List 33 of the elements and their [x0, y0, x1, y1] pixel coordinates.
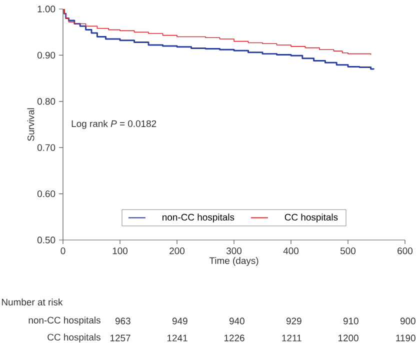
text: non-CC hospitals: [28, 316, 100, 326]
text: Number at risk: [2, 298, 63, 306]
y-tick-label: 0.80: [37, 98, 56, 105]
text: 910: [343, 318, 358, 324]
x-tick-label: 400: [283, 248, 299, 254]
y-axis-title: Survival: [27, 108, 34, 141]
y-tick-label: 1.00: [38, 6, 56, 12]
x-axis-title: Time (days): [209, 257, 258, 266]
text: 900: [400, 318, 416, 324]
text: 940: [229, 318, 244, 324]
text: 1257: [110, 334, 130, 342]
x-tick-label: 600: [398, 248, 413, 254]
x-tick-label: 500: [340, 248, 356, 254]
text: 929: [286, 318, 302, 324]
y-tick-label: 0.90: [37, 52, 56, 59]
text: 963: [115, 318, 130, 324]
text: 1190: [396, 334, 416, 342]
x-tick-label: 100: [112, 248, 128, 254]
y-tick-label: 0.70: [37, 144, 56, 151]
y-tick-label: 0.50: [37, 236, 56, 244]
x-tick-label: 0: [60, 248, 66, 254]
x-tick-label: 300: [226, 248, 242, 254]
text: 1200: [338, 334, 358, 342]
text: 1241: [167, 334, 188, 342]
text: 1226: [224, 334, 244, 342]
x-tick-label: 200: [170, 248, 185, 254]
text: CC hospitals: [48, 334, 100, 342]
text: 949: [172, 318, 188, 324]
y-tick-label: 0.60: [37, 190, 56, 198]
annotation: Log rank P = 0.0182: [72, 120, 156, 129]
legend-label: CC hospitals: [284, 214, 338, 222]
text: 1211: [282, 334, 302, 342]
legend-label: non-CC hospitals: [162, 214, 234, 222]
